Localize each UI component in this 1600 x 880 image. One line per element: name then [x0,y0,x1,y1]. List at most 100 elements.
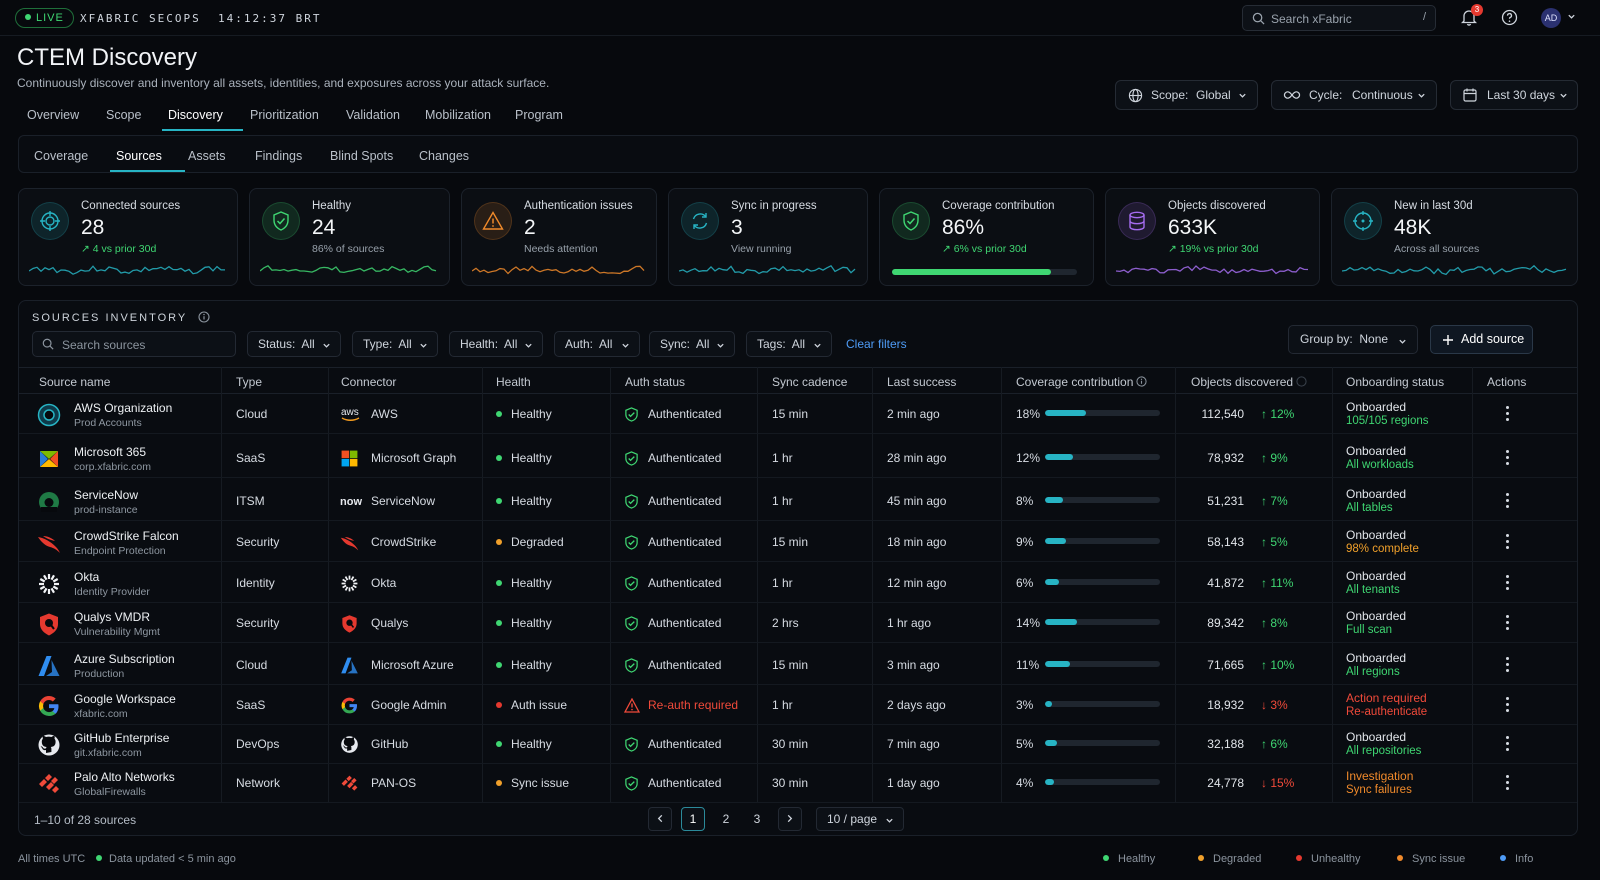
source-name[interactable]: Azure Subscription [74,652,175,666]
date-range-dropdown[interactable]: Last 30 days [1450,80,1578,110]
col-last-success[interactable]: Last success [887,375,957,389]
prev-page-button[interactable] [648,807,672,831]
kpi-label: Sync in progress [731,200,817,212]
row-actions-menu-icon[interactable] [1506,736,1510,754]
page-2-button[interactable]: 2 [722,812,730,826]
tab-mobilization[interactable]: Mobilization [425,108,492,122]
add-source-button[interactable]: Add source [1430,325,1533,354]
row-actions-menu-icon[interactable] [1506,493,1510,511]
source-name[interactable]: Okta [74,570,100,584]
source-name[interactable]: ServiceNow [74,488,139,502]
filter-sync-dropdown[interactable]: Sync: All [649,331,735,357]
tab-scope[interactable]: Scope [106,108,142,122]
clear-filters-link[interactable]: Clear filters [846,337,907,351]
last-success: 3 min ago [887,658,940,672]
table-row[interactable]: Qualys VMDR Vulnerability Mgmt Security … [19,603,1577,643]
row-actions-menu-icon[interactable] [1506,450,1510,468]
col-connector[interactable]: Connector [341,375,397,389]
source-name[interactable]: Qualys VMDR [74,610,151,624]
aws-logo-icon [37,403,61,427]
filter-tags-dropdown[interactable]: Tags: All [746,331,832,357]
col-source-name[interactable]: Source name [39,375,111,389]
col-type[interactable]: Type [236,375,263,389]
source-name[interactable]: Palo Alto Networks [74,770,175,784]
table-row[interactable]: Google Workspace xfabric.com SaaS Google… [19,685,1577,725]
col-coverage-contribution[interactable]: Coverage contribution [1016,375,1134,389]
source-name[interactable]: Google Workspace [74,692,176,706]
tab-overview[interactable]: Overview [27,108,80,122]
avatar[interactable]: AD [1541,8,1561,28]
filter-status-dropdown[interactable]: Status: All [247,331,341,357]
col-health[interactable]: Health [496,375,531,389]
sync-cadence: 1 hr [772,698,793,712]
table-row[interactable]: Palo Alto Networks GlobalFirewalls Netwo… [19,763,1577,803]
col-onboarding-status[interactable]: Onboarding status [1346,375,1445,389]
kpi-card-new-in-last-30d[interactable]: New in last 30d 48K Across all sources [1331,188,1578,286]
kpi-card-healthy[interactable]: Healthy 24 86% of sources [249,188,450,286]
tab-validation[interactable]: Validation [346,108,400,122]
source-search-input[interactable]: Search sources [32,331,236,357]
subtab-sources[interactable]: Sources [116,149,162,163]
cycle-dropdown[interactable]: Cycle: Continuous [1271,80,1437,110]
subtab-changes[interactable]: Changes [419,149,470,163]
group-by-dropdown[interactable]: Group by: None [1288,325,1418,354]
row-actions-menu-icon[interactable] [1506,615,1510,633]
filter-health-dropdown[interactable]: Health: All [449,331,543,357]
filter-auth-dropdown[interactable]: Auth: All [554,331,640,357]
chevron-left-icon [657,814,663,823]
row-actions-menu-icon[interactable] [1506,575,1510,593]
row-actions-menu-icon[interactable] [1506,697,1510,715]
main-tabs: Overview Scope Discovery Prioritization … [17,100,577,132]
row-actions-menu-icon[interactable] [1506,534,1510,552]
brand-name: XFABRIC SECOPS [80,12,201,25]
kpi-card-connected-sources[interactable]: Connected sources 28 ↗ 4 vs prior 30d [18,188,238,286]
github-connector-icon [340,735,362,753]
page-3-button[interactable]: 3 [753,812,761,826]
source-name[interactable]: Microsoft 365 [74,445,147,459]
filter-type-dropdown[interactable]: Type: All [352,331,438,357]
table-row[interactable]: CrowdStrike Falcon Endpoint Protection S… [19,522,1577,562]
per-page-dropdown[interactable]: 10 / page [816,807,904,831]
table-row[interactable]: AWS Organization Prod Accounts Cloud aws… [19,394,1577,434]
health-status: Auth issue [496,698,567,712]
subtab-assets[interactable]: Assets [188,149,226,163]
help-icon[interactable] [1501,9,1518,26]
page-1-button[interactable]: 1 [681,807,705,831]
add-source-label: Add source [1461,332,1525,346]
chevron-down-icon[interactable] [1567,12,1576,21]
table-row[interactable]: ServiceNow prod-instance ITSM now Servic… [19,481,1577,521]
table-row[interactable]: GitHub Enterprise git.xfabric.com DevOps… [19,724,1577,764]
tab-prioritization[interactable]: Prioritization [250,108,319,122]
kpi-label: New in last 30d [1394,200,1473,212]
column-divider [328,367,329,803]
table-row[interactable]: Okta Identity Provider Identity Okta Hea… [19,563,1577,603]
kpi-card-authentication-issues[interactable]: Authentication issues 2 Needs attention [461,188,657,286]
coverage-bar-fill [1045,619,1078,625]
row-actions-menu-icon[interactable] [1506,775,1510,793]
global-search[interactable]: Search xFabric / [1242,5,1436,31]
info-icon[interactable] [1296,376,1307,387]
table-row[interactable]: Azure Subscription Production Cloud Micr… [19,645,1577,685]
subtab-coverage[interactable]: Coverage [34,149,89,163]
col-auth-status[interactable]: Auth status [625,375,686,389]
source-name[interactable]: CrowdStrike Falcon [74,529,179,543]
col-objects-discovered[interactable]: Objects discovered [1191,375,1294,389]
subtab-findings[interactable]: Findings [255,149,303,163]
tab-program[interactable]: Program [515,108,563,122]
col-sync-cadence[interactable]: Sync cadence [772,375,848,389]
kpi-card-objects-discovered[interactable]: Objects discovered 633K ↗ 19% vs prior 3… [1105,188,1320,286]
scope-dropdown[interactable]: Scope: Global [1115,80,1258,110]
row-actions-menu-icon[interactable] [1506,406,1510,424]
chevron-down-icon [525,343,532,348]
info-icon[interactable] [1136,376,1147,387]
kpi-card-sync-in-progress[interactable]: Sync in progress 3 View running [668,188,868,286]
subtab-blind-spots[interactable]: Blind Spots [330,149,394,163]
kpi-card-coverage-contribution[interactable]: Coverage contribution 86% ↗ 6% vs prior … [879,188,1094,286]
next-page-button[interactable] [778,807,802,831]
source-name[interactable]: AWS Organization [74,401,173,415]
table-row[interactable]: Microsoft 365 corp.xfabric.com SaaS Micr… [19,438,1577,478]
info-icon[interactable] [198,311,210,323]
row-actions-menu-icon[interactable] [1506,657,1510,675]
tab-discovery[interactable]: Discovery [168,108,223,122]
source-name[interactable]: GitHub Enterprise [74,731,170,745]
